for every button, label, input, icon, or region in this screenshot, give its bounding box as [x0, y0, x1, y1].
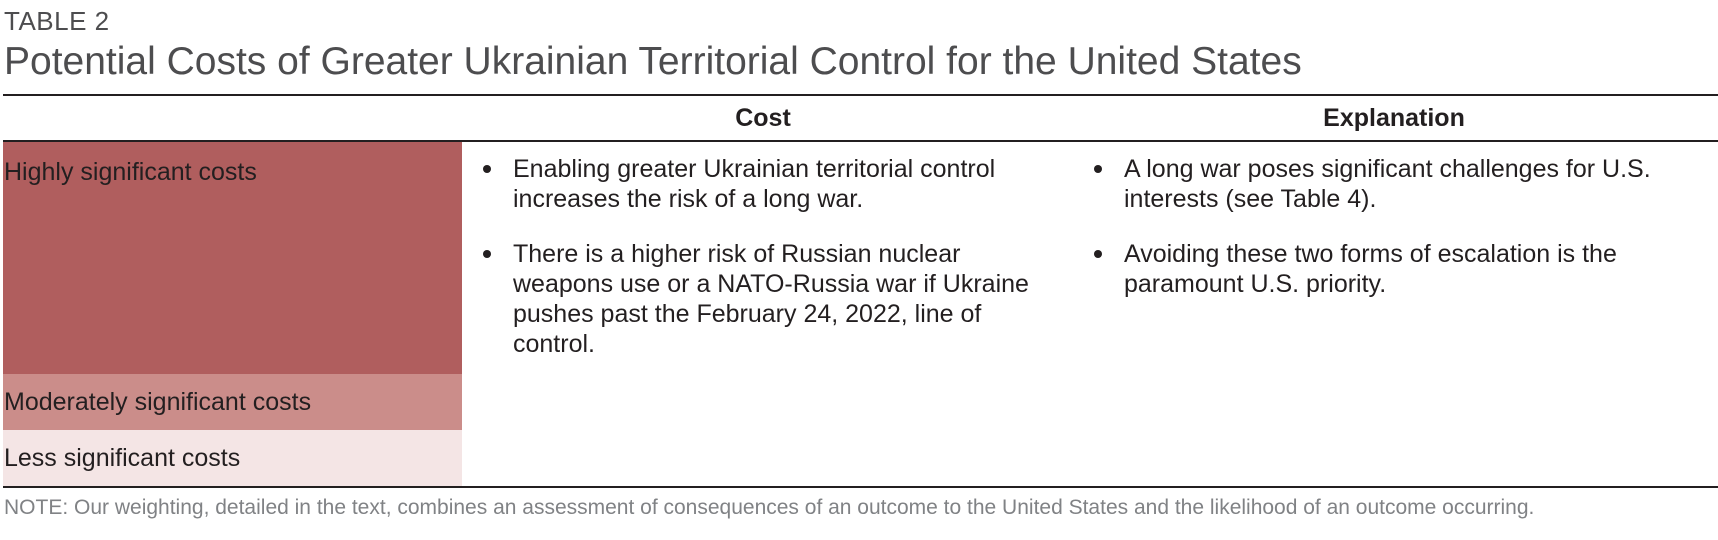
- bullet-icon: [483, 250, 491, 258]
- bullet-icon: [1094, 165, 1102, 173]
- table-title: Potential Costs of Greater Ukrainian Ter…: [4, 40, 1302, 83]
- explanation-bullet-text: Avoiding these two forms of escalation i…: [1124, 240, 1617, 298]
- bullet-icon: [1094, 250, 1102, 258]
- column-header-cost: Cost: [735, 104, 791, 132]
- bullet-icon: [483, 165, 491, 173]
- cost-bullet-list: Enabling greater Ukrainian territorial c…: [480, 154, 1050, 384]
- table-label: TABLE 2: [4, 6, 110, 36]
- legend-moderately-significant: Moderately significant costs: [3, 374, 462, 430]
- explanation-bullet-item: Avoiding these two forms of escalation i…: [1091, 239, 1711, 299]
- cost-bullet-item: There is a higher risk of Russian nuclea…: [480, 239, 1050, 359]
- cost-bullet-text: Enabling greater Ukrainian territorial c…: [513, 155, 996, 213]
- explanation-bullet-item: A long war poses significant challenges …: [1091, 154, 1711, 214]
- header-rule: [3, 140, 1718, 142]
- bottom-rule: [3, 486, 1718, 488]
- cost-bullet-item: Enabling greater Ukrainian territorial c…: [480, 154, 1050, 214]
- legend-highly-significant: Highly significant costs: [3, 142, 462, 374]
- top-rule: [3, 94, 1718, 96]
- legend-less-significant: Less significant costs: [3, 430, 462, 486]
- column-header-explanation: Explanation: [1323, 104, 1465, 132]
- table-note: NOTE: Our weighting, detailed in the tex…: [4, 496, 1535, 519]
- explanation-bullet-list: A long war poses significant challenges …: [1091, 154, 1711, 324]
- explanation-bullet-text: A long war poses significant challenges …: [1124, 155, 1651, 213]
- cost-bullet-text: There is a higher risk of Russian nuclea…: [513, 240, 1029, 358]
